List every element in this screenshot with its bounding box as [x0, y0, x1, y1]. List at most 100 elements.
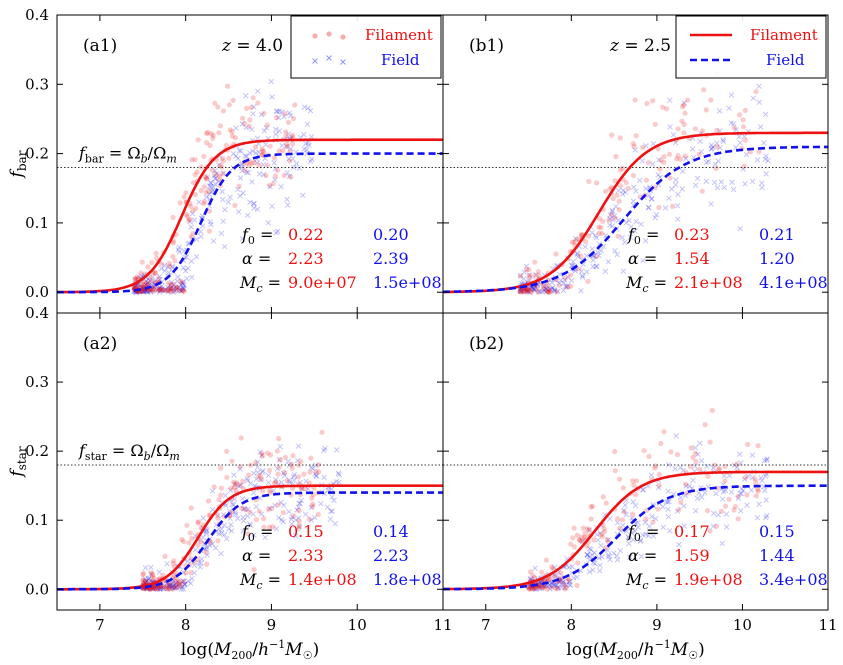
filament-point — [617, 476, 623, 482]
field-point — [552, 573, 559, 580]
filament-point — [612, 468, 618, 474]
field-point — [231, 472, 237, 478]
field-point — [203, 528, 209, 535]
field-point — [208, 183, 214, 190]
field-point — [554, 585, 561, 591]
field-point — [627, 234, 634, 241]
filament-f0-value: 0.22 — [288, 225, 324, 244]
field-point — [331, 497, 337, 504]
filament-point — [532, 259, 538, 265]
field-point — [738, 490, 745, 497]
filament-point — [568, 283, 574, 289]
field-point — [313, 462, 319, 468]
field-point — [670, 132, 677, 138]
field-point — [226, 526, 232, 532]
f0-label: f0 = — [241, 225, 273, 247]
filament-fit-line-b2 — [443, 470, 828, 591]
field-point — [251, 205, 257, 211]
field-point — [617, 528, 624, 534]
field-point — [160, 583, 167, 590]
filament-point — [619, 517, 626, 523]
field-point — [286, 509, 292, 515]
field-point — [531, 286, 538, 293]
filament-point — [291, 115, 297, 122]
filament-point — [158, 584, 164, 590]
field-point — [206, 203, 213, 209]
filament-point — [206, 188, 212, 194]
field-point — [257, 449, 263, 455]
field-point — [272, 177, 278, 183]
field-point — [542, 285, 549, 292]
field-point — [275, 228, 281, 235]
redshift-label: z = 2.5 — [609, 36, 671, 56]
field-point — [527, 285, 533, 291]
field-point — [676, 541, 682, 548]
field-point — [237, 466, 243, 472]
field-point — [655, 172, 661, 178]
filament-point — [561, 581, 567, 587]
field-point — [234, 515, 241, 522]
filament-point — [231, 479, 237, 485]
field-point — [650, 141, 657, 147]
field-point — [621, 507, 627, 514]
field-point — [209, 541, 216, 547]
field-point — [716, 108, 723, 114]
field-point — [308, 517, 315, 523]
filament-point — [280, 148, 286, 154]
filament-point — [282, 111, 288, 117]
filament-point — [525, 286, 532, 292]
field-point — [171, 585, 177, 592]
field-point — [297, 500, 303, 507]
mc-label: Mc = — [625, 273, 667, 295]
filament-point — [678, 499, 684, 505]
field-point — [632, 228, 638, 234]
field-point — [629, 530, 635, 536]
filament-point — [287, 148, 293, 154]
field-point — [245, 169, 251, 176]
field-point — [737, 139, 743, 146]
filament-point — [251, 567, 257, 573]
field-point — [607, 212, 614, 218]
field-point — [327, 516, 334, 522]
field-point — [245, 506, 251, 513]
filament-point — [226, 155, 232, 161]
mc-label: Mc = — [625, 570, 667, 592]
field-point — [579, 274, 586, 280]
field-point — [165, 284, 171, 291]
filament-point — [617, 183, 624, 189]
filament-point — [674, 156, 680, 162]
filament-point — [566, 577, 572, 583]
field-point — [143, 288, 149, 295]
field-point — [184, 275, 190, 282]
filament-point — [524, 287, 530, 293]
filament-point — [154, 255, 160, 261]
field-point — [529, 285, 536, 292]
field-point — [239, 168, 245, 174]
field-point — [240, 506, 247, 512]
filament-point — [155, 586, 162, 592]
filament-point — [527, 586, 533, 592]
field-point — [200, 534, 206, 541]
field-point — [551, 288, 558, 294]
filament-point — [268, 452, 274, 458]
field-point — [258, 511, 265, 517]
field-point — [542, 583, 548, 590]
filament-point — [701, 87, 707, 93]
filament-point — [167, 288, 173, 294]
field-point — [558, 584, 565, 591]
filament-point — [140, 288, 146, 295]
filament-point — [140, 286, 146, 292]
field-point — [586, 546, 593, 552]
omega-reference-label: fstar = Ωb/Ωm — [78, 441, 180, 463]
field-point — [227, 194, 233, 201]
field-point — [296, 500, 303, 507]
field-point — [269, 94, 275, 100]
filament-point — [266, 182, 273, 189]
field-point — [632, 528, 638, 534]
filament-point — [608, 212, 615, 218]
field-point — [626, 540, 632, 547]
field-point — [554, 582, 560, 589]
filament-point — [215, 538, 221, 544]
filament-point — [202, 173, 209, 179]
filament-point — [206, 228, 212, 234]
